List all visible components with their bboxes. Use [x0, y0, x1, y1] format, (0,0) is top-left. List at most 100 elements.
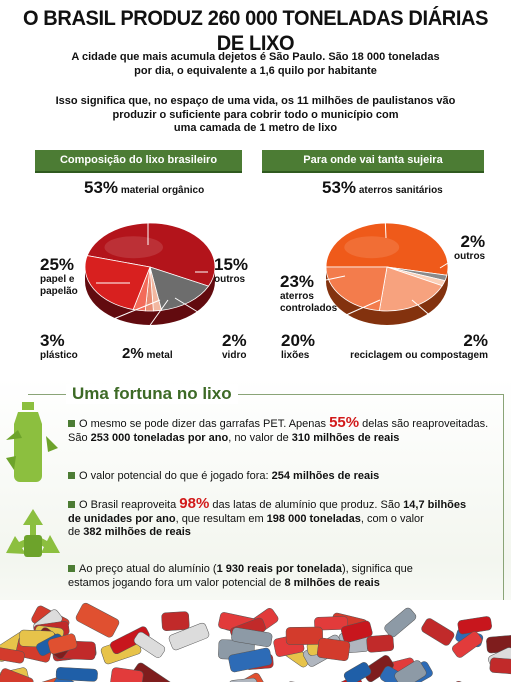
slice-name: papel e [40, 274, 75, 285]
slice-name: plástico [40, 350, 78, 361]
leader-line [309, 299, 381, 332]
text-bold: 310 milhões de reais [291, 431, 400, 444]
text: , que resultam em [175, 512, 267, 525]
aluminum-cans-image [0, 600, 511, 682]
can [331, 674, 365, 682]
text: ), significa que [341, 563, 413, 575]
can [421, 618, 455, 646]
slice-label-other-dest: 2% outros [454, 232, 485, 263]
intro-line: produzir o suficiente para cobrir todo o… [112, 108, 399, 121]
text-bold: 1 930 reais por tonelada [216, 563, 342, 575]
text-bold: 382 milhões de reais [83, 526, 191, 538]
text-bold: de unidades por ano [68, 512, 176, 525]
slice-pct: 20% [281, 331, 316, 350]
slice-pct: 53% [322, 178, 357, 197]
slice-pct: 2% [460, 232, 486, 251]
pie-slice-outros [149, 266, 210, 311]
leader-line [383, 191, 387, 239]
text: , com o valor [360, 512, 424, 525]
slice-pct: 2% [222, 331, 247, 350]
slice-label-dumps: 20% lixões [281, 331, 315, 362]
can [75, 602, 120, 638]
slice-label-recycling: 2% reciclagem ou compostagem [342, 331, 488, 362]
leader-line [83, 299, 161, 332]
can [133, 631, 166, 658]
chart-title-destination: Para onde vai tanta sujeira [262, 150, 484, 173]
pie-gloss [104, 236, 163, 259]
text: O valor potencial do que é jogado fora: [79, 470, 272, 482]
fortune-frame [28, 394, 504, 610]
bullet-icon [68, 472, 75, 479]
slice-pct: 53% [84, 178, 119, 197]
pie-slice-aterros-controlados [325, 266, 388, 312]
intro-line: uma camada de 1 metro de lixo [173, 122, 338, 134]
slice-name: lixões [281, 350, 310, 361]
fortune-paragraph-potential: O valor potencial do que é jogado fora: … [68, 470, 508, 484]
slice-label-plastic: 3% plástico [40, 331, 78, 362]
text: O mesmo se pode dizer das garrafas PET. … [79, 418, 330, 430]
slice-label-outros: 15% outros [214, 255, 248, 286]
can [168, 622, 210, 651]
can [231, 627, 273, 647]
pie-side [85, 267, 215, 325]
text: delas são reaproveitadas. [359, 418, 489, 430]
intro-paragraph-1: A cidade que mais acumula dejetos é São … [40, 51, 471, 78]
leader-line [411, 299, 449, 332]
highlight-pct: 98% [179, 495, 210, 512]
slice-label-glass: 2% vidro [222, 331, 247, 362]
text: Ao preço atual do alumínio ( [79, 563, 217, 575]
slice-name: material orgânico [120, 185, 205, 196]
fortune-paragraph-cans: O Brasil reaproveita 98% das latas de al… [68, 495, 508, 540]
fortune-paragraph-aluminum: Ao preço atual do alumínio (1 930 reais … [68, 563, 508, 590]
can [285, 626, 323, 645]
slice-name: outros [214, 274, 246, 285]
text-bold: 8 milhões de reais [284, 576, 380, 589]
text: O Brasil reaproveita [79, 499, 180, 511]
slice-pct: 2% [463, 331, 488, 350]
can [366, 634, 394, 653]
text-bold: 253 000 toneladas por ano [90, 431, 229, 444]
can [52, 674, 91, 682]
slice-name: metal [146, 350, 173, 361]
slice-pct: 23% [280, 272, 315, 291]
fortune-paragraph-pet: O mesmo se pode dizer das garrafas PET. … [68, 415, 508, 445]
leader-line [135, 299, 169, 346]
can [343, 662, 372, 682]
text: São [68, 431, 91, 444]
slice-label-landfill: 53% aterros sanitários [322, 178, 443, 197]
text-bold: 14,7 bilhões [403, 499, 467, 511]
slice-pct: 25% [40, 255, 75, 274]
can [341, 620, 373, 643]
text: , no valor de [228, 431, 292, 444]
pie-slice-material-orgânico [86, 222, 216, 287]
intro-line: A cidade que mais acumula dejetos é São … [71, 51, 440, 63]
pie-gloss [344, 236, 400, 259]
can [161, 611, 190, 631]
text: estamos jogando fora um valor potencial … [68, 576, 285, 589]
intro-paragraph-2: Isso significa que, no espaço de uma vid… [40, 95, 471, 136]
can [47, 633, 78, 655]
slice-label-organic: 53% material orgânico [84, 178, 204, 197]
can [110, 667, 144, 682]
bullet-icon [68, 501, 75, 508]
bullet-icon [68, 565, 75, 572]
can [489, 657, 511, 675]
text: de [68, 526, 84, 538]
can [452, 631, 483, 658]
can [55, 667, 98, 682]
pie-charts [83, 191, 449, 346]
slice-pct: 2% [122, 345, 144, 362]
slice-pct: 15% [214, 255, 249, 274]
can [30, 675, 69, 682]
text-bold: 254 milhões de reais [271, 470, 380, 482]
slice-label-controlled: 23% aterros controlados [280, 272, 337, 315]
slice-name: vidro [222, 350, 247, 361]
intro-line: Isso significa que, no espaço de uma vid… [55, 95, 456, 107]
slice-name: reciclagem ou compostagem [350, 350, 488, 361]
slice-label-metal: 2% metal [122, 344, 173, 363]
text: das latas de alumínio que produz. São [209, 499, 404, 511]
bullet-icon [68, 420, 75, 427]
page-title: O BRASIL PRODUZ 260 000 TONELADAS DIÁRIA… [22, 6, 489, 55]
slice-pct: 3% [40, 331, 65, 350]
text-bold: 198 000 toneladas [266, 512, 361, 525]
